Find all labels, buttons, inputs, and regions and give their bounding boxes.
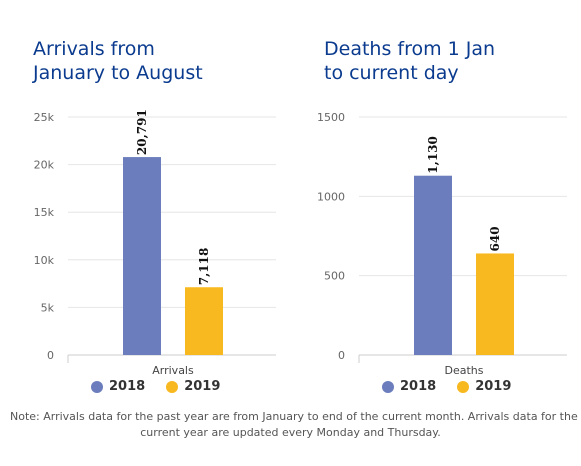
x-category-label: Deaths [445,364,484,377]
bar-2019 [185,287,223,355]
y-tick-label: 1500 [317,111,345,124]
deaths-legend: 2018 2019 [382,379,511,394]
legend-item-2019[interactable]: 2019 [457,379,511,394]
arrivals-title-line-1: Arrivals from [33,38,155,60]
legend-label-2019: 2019 [475,379,512,394]
legend-swatch-2018 [91,380,103,393]
footnote-line-1: Note: Arrivals data for the past year ar… [10,410,578,423]
x-category-label: Arrivals [152,364,194,377]
deaths-bar-chart: 0 500 1000 1500 1,130 640 Deaths [317,111,567,377]
y-tick-label: 25k [34,111,55,124]
data-label-2019: 640 [488,226,502,251]
data-label-2018: 20,791 [135,109,149,155]
arrivals-title-line-2: January to August [33,62,203,84]
y-tick-label: 500 [324,270,345,283]
arrivals-legend: 2018 2019 [91,379,220,394]
legend-item-2019[interactable]: 2019 [166,379,220,394]
footnote: Note: Arrivals data for the past year ar… [0,409,581,441]
y-tick-label: 1000 [317,190,345,203]
legend-label-2018: 2018 [109,379,146,394]
legend-item-2018[interactable]: 2018 [382,379,436,394]
arrivals-chart-title: Arrivals from January to August [33,37,203,85]
y-tick-label: 20k [34,159,55,172]
y-tick-label: 0 [47,349,54,362]
legend-label-2018: 2018 [400,379,437,394]
footnote-line-2: current year are updated every Monday an… [140,426,441,439]
y-tick-label: 15k [34,206,55,219]
bar-2018 [414,175,452,355]
bar-2019 [476,253,514,355]
arrivals-chart-panel: Arrivals from January to August 0 5k 10k 15… [0,0,290,405]
legend-label-2019: 2019 [184,379,221,394]
data-label-2019: 7,118 [197,248,211,286]
legend-swatch-2019 [166,380,179,393]
deaths-chart-title: Deaths from 1 Jan to current day [324,37,495,85]
legend-swatch-2019 [457,380,470,393]
data-label-2018: 1,130 [426,136,440,174]
legend-item-2018[interactable]: 2018 [91,379,145,394]
deaths-title-line-1: Deaths from 1 Jan [324,38,496,60]
y-tick-label: 10k [34,254,55,267]
y-tick-label: 5k [41,301,55,314]
arrivals-bar-chart: 0 5k 10k 15k 20k 25k 20,791 7,118 Arrivals [34,109,276,377]
bar-2018 [123,157,161,355]
deaths-title-line-2: to current day [324,62,459,84]
deaths-chart-panel: Deaths from 1 Jan to current day 0 500 100… [291,0,581,405]
y-tick-label: 0 [338,349,345,362]
legend-swatch-2018 [382,380,394,393]
